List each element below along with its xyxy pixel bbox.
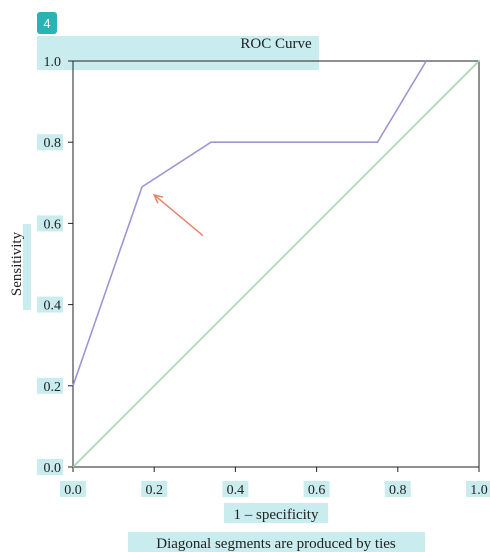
x-tick-highlight [466,481,490,497]
annotation-arrow [152,193,204,237]
y-tick-label: 0.0 [44,461,62,476]
tick-labels: 0.0 0.2 0.4 0.6 0.8 1.0 0.0 0.2 0.4 0.6 0.8 1.0 [44,55,488,498]
x-tick-label: 1.0 [470,483,488,498]
tick-highlights [37,53,490,497]
y-tick-label: 0.4 [44,299,62,314]
plot-frame [72,60,480,468]
x-tick-highlight [141,481,168,497]
x-tick-label: 0.2 [145,483,163,498]
title-highlight [37,36,319,70]
x-axis-title: 1 – specificity [234,507,319,523]
reference-diagonal-line [72,60,480,468]
figure-badge: 4 [37,12,57,34]
x-tick-highlight [222,481,249,497]
y-tick-label: 0.6 [44,217,62,232]
x-tick-label: 0.0 [64,483,82,498]
xlabel-highlight [224,503,328,523]
ylabel-highlight [23,224,31,310]
arrow-shaft [153,194,204,237]
badge-label: 4 [43,16,50,31]
badge-background [37,12,57,34]
x-tick-highlight [384,481,411,497]
y-tick-highlight [37,215,63,232]
x-tick-label: 0.8 [389,483,407,498]
y-tick-label: 0.8 [44,136,62,151]
series-layer [72,60,480,468]
y-tick-label: 0.2 [44,380,62,395]
x-tick-highlight [303,481,330,497]
y-tick-label: 1.0 [44,55,62,70]
y-tick-highlight [37,296,63,313]
x-tick-label: 0.4 [227,483,245,498]
y-tick-highlight [37,459,63,475]
chart-footnote: Diagonal segments are produced by ties [156,536,396,552]
annotation-layer [152,193,204,237]
y-axis-title: Sensitivity [9,231,25,296]
arrow-head [152,193,164,204]
x-tick-label: 0.6 [308,483,326,498]
roc-curve-line [72,60,427,387]
chart-title: ROC Curve [240,36,312,52]
y-tick-highlight [37,134,63,151]
footnote-highlight [128,532,425,552]
y-tick-highlight [37,377,63,394]
axis-ticks [68,60,480,472]
x-tick-highlight [60,481,86,497]
y-tick-highlight [37,53,63,69]
